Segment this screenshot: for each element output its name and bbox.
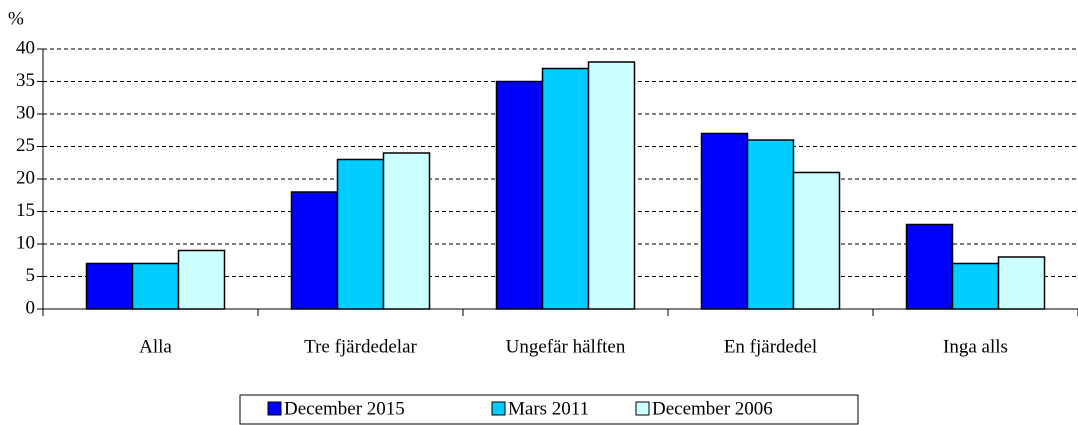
bar bbox=[85, 262, 134, 310]
x-tick-label: Tre fjärdedelar bbox=[304, 336, 417, 357]
bar bbox=[336, 158, 385, 310]
x-tick-label: Inga alls bbox=[943, 336, 1008, 357]
y-tick-label: 30 bbox=[16, 102, 35, 123]
x-tick-label: En fjärdedel bbox=[724, 336, 817, 357]
legend-label: December 2006 bbox=[652, 398, 773, 419]
bar bbox=[951, 262, 1000, 310]
legend-box bbox=[239, 394, 859, 425]
y-tick-label: 25 bbox=[16, 135, 35, 156]
y-tick-label: 10 bbox=[16, 232, 35, 253]
bar bbox=[495, 80, 544, 310]
x-tick-label: Alla bbox=[139, 336, 172, 357]
bar bbox=[541, 67, 590, 310]
y-tick-label: 15 bbox=[16, 200, 35, 221]
bar bbox=[700, 132, 749, 310]
y-tick-label: 40 bbox=[16, 37, 35, 58]
bar bbox=[905, 223, 954, 310]
bar bbox=[997, 256, 1046, 310]
y-tick-label: 35 bbox=[16, 70, 35, 91]
bar bbox=[792, 171, 841, 310]
legend-label: December 2015 bbox=[284, 398, 405, 419]
legend-swatch bbox=[635, 401, 650, 416]
bar bbox=[177, 249, 226, 310]
bar bbox=[587, 61, 636, 310]
y-tick-label: 5 bbox=[26, 265, 36, 286]
legend-swatch bbox=[267, 401, 282, 416]
y-tick-label: 0 bbox=[26, 297, 36, 318]
bar bbox=[746, 139, 795, 310]
bar bbox=[290, 191, 339, 310]
bar bbox=[382, 152, 431, 310]
legend-swatch bbox=[491, 401, 506, 416]
bar bbox=[131, 262, 180, 310]
y-tick-label: 20 bbox=[16, 167, 35, 188]
y-axis-label: % bbox=[8, 8, 24, 29]
legend-label: Mars 2011 bbox=[508, 398, 589, 419]
x-tick-label: Ungefär hälften bbox=[506, 336, 626, 357]
